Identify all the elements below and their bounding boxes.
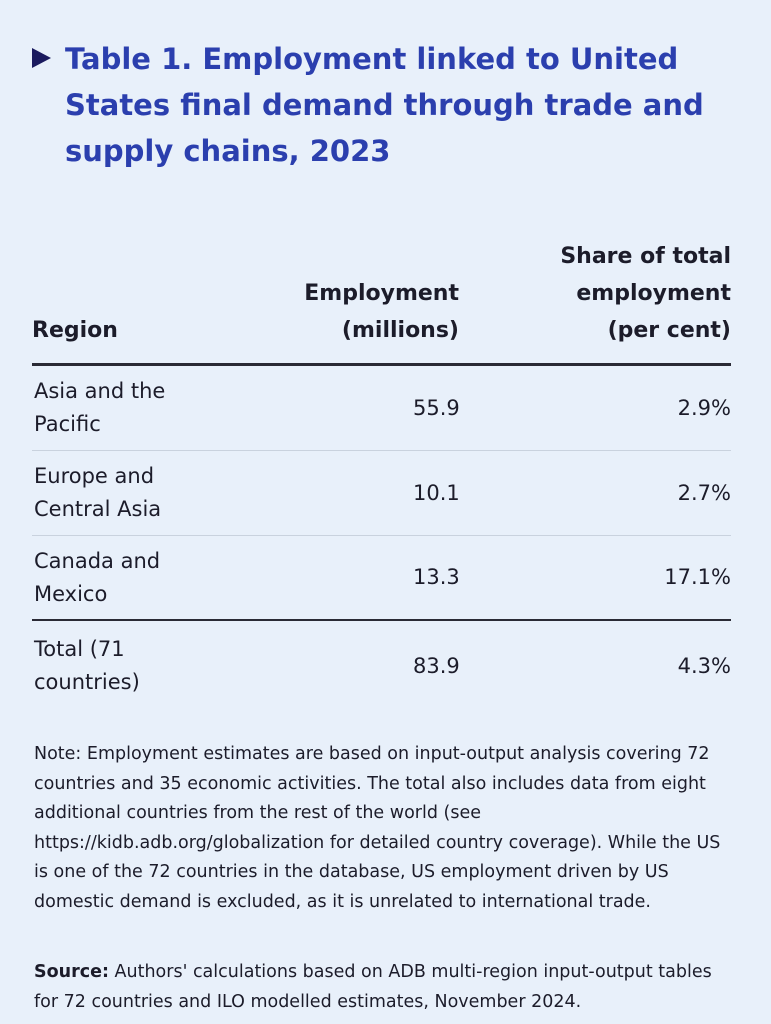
cell-share: 2.9% xyxy=(677,395,731,420)
table-row: Europe and Central Asia 10.1 2.7% xyxy=(32,451,731,536)
table-title: Table 1. Employment linked to United Sta… xyxy=(65,42,704,168)
cell-share: 17.1% xyxy=(664,565,731,589)
cell-share: 2.7% xyxy=(677,480,731,505)
cell-total-region: Total (71 countries) xyxy=(32,633,263,699)
table-note: Note: Employment estimates are based on … xyxy=(34,744,721,912)
table-row: Asia and the Pacific 55.9 2.9% xyxy=(32,366,731,451)
cell-region-text: Europe and Central Asia xyxy=(34,464,162,521)
header-share: Share of total employment (per cent) xyxy=(459,238,731,349)
triangle-right-icon xyxy=(32,48,51,68)
header-share-label: Share of total employment (per cent) xyxy=(560,244,731,343)
table-total-row: Total (71 countries) 83.9 4.3% xyxy=(32,621,731,711)
source-label: Source: xyxy=(34,962,109,982)
cell-total-share: 4.3% xyxy=(677,653,731,678)
cell-region: Europe and Central Asia xyxy=(32,460,263,526)
cell-region: Canada and Mexico xyxy=(32,545,263,611)
table-title-block: Table 1. Employment linked to United Sta… xyxy=(32,36,732,174)
cell-total-employment: 83.9 xyxy=(413,653,460,678)
cell-total-region-text: Total (71 countries) xyxy=(34,637,140,694)
table-source: Source: Authors' calculations based on A… xyxy=(34,958,734,1017)
cell-employment: 10.1 xyxy=(413,480,460,505)
cell-employment: 55.9 xyxy=(413,395,460,420)
cell-region-text: Asia and the Pacific xyxy=(34,379,166,436)
header-employment: Employment (millions) xyxy=(262,275,459,349)
cell-region: Asia and the Pacific xyxy=(32,375,263,441)
header-region: Region xyxy=(32,318,118,343)
header-employment-label: Employment (millions) xyxy=(304,281,459,343)
table-row: Canada and Mexico 13.3 17.1% xyxy=(32,536,731,621)
employment-table: Region Employment (millions) Share of to… xyxy=(32,238,731,711)
cell-region-text: Canada and Mexico xyxy=(34,548,161,606)
cell-employment: 13.3 xyxy=(413,565,460,589)
table-header-row: Region Employment (millions) Share of to… xyxy=(32,238,731,366)
source-text: Authors' calculations based on ADB multi… xyxy=(34,962,712,1012)
